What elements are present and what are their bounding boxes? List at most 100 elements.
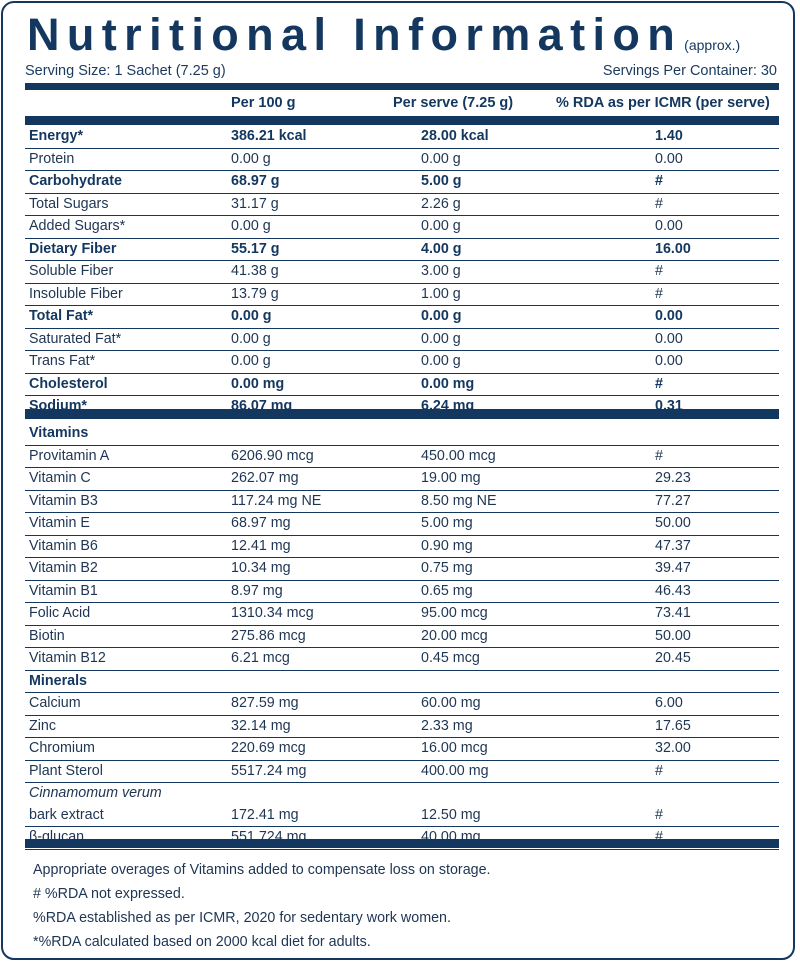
- value-per-serve: 0.00 g: [421, 308, 462, 324]
- value-per-100g: 0.00 mg: [231, 375, 285, 392]
- value-rda: 46.43: [655, 582, 691, 599]
- value-per-100g: 0.00 g: [231, 218, 271, 234]
- table-row: Calcium 827.59 mg 60.00 mg 6.00: [25, 693, 779, 716]
- footnote-overages: Appropriate overages of Vitamins added t…: [33, 862, 491, 878]
- footnotes: Appropriate overages of Vitamins added t…: [33, 858, 773, 954]
- divider-thick-top: [25, 83, 779, 90]
- value-rda: 0.00: [655, 308, 683, 324]
- nutrient-name: Zinc: [29, 717, 57, 734]
- value-rda: 0.00: [655, 218, 683, 234]
- value-rda: 16.00: [655, 240, 691, 257]
- footnote-rda-not-expressed: # %RDA not expressed.: [33, 886, 185, 902]
- value-per-serve: 1.00 g: [421, 285, 461, 302]
- value-per-100g: 6206.90 mcg: [231, 447, 314, 464]
- value-per-100g: 6.21 mcg: [231, 650, 290, 666]
- column-header-per-serve: Per serve (7.25 g): [393, 95, 514, 111]
- table-row: Trans Fat* 0.00 g 0.00 g 0.00: [25, 351, 779, 374]
- value-rda: #: [655, 263, 663, 279]
- value-per-serve: 0.00 mg: [421, 375, 475, 392]
- table-row: Cholesterol 0.00 mg 0.00 mg #: [25, 374, 779, 396]
- nutrient-name: Plant Sterol: [29, 762, 103, 779]
- table-row: Cinnamomum verum: [25, 783, 779, 805]
- table-row: Vitamin B6 12.41 mg 0.90 mg 47.37: [25, 536, 779, 558]
- table-row: Energy* 386.21 kcal 28.00 kcal 1.40: [25, 126, 779, 149]
- footnote-icmr: %RDA established as per ICMR, 2020 for s…: [33, 910, 451, 926]
- value-per-serve: 450.00 mcg: [421, 447, 496, 464]
- nutrient-name: Saturated Fat*: [29, 330, 122, 347]
- value-rda: #: [655, 447, 663, 464]
- nutrient-name: Calcium: [29, 695, 81, 711]
- value-per-serve: 16.00 mcg: [421, 740, 488, 756]
- value-rda: 47.37: [655, 537, 691, 554]
- nutrient-name: Biotin: [29, 627, 65, 644]
- table-row: Vitamin B2 10.34 mg 0.75 mg 39.47: [25, 558, 779, 581]
- value-per-serve: 0.00 g: [421, 150, 461, 167]
- value-per-serve: 95.00 mcg: [421, 605, 488, 621]
- servings-per-container: Servings Per Container: 30: [602, 63, 777, 79]
- column-headers: Per 100 g Per serve (7.25 g) % RDA as pe…: [25, 95, 779, 117]
- table-row: Dietary Fiber 55.17 g 4.00 g 16.00: [25, 239, 779, 261]
- nutrient-name: Dietary Fiber: [29, 240, 117, 257]
- nutrient-name: Folic Acid: [29, 605, 91, 621]
- title-row: Nutritional Information (approx.): [27, 9, 787, 61]
- divider-thick-middle: [25, 409, 779, 419]
- table-row: Biotin 275.86 mcg 20.00 mcg 50.00: [25, 626, 779, 648]
- value-per-serve: 20.00 mcg: [421, 627, 488, 644]
- table-row: Zinc 32.14 mg 2.33 mg 17.65: [25, 716, 779, 738]
- nutrient-name: Trans Fat*: [29, 353, 96, 369]
- nutrient-name: Vitamin B12: [29, 650, 106, 666]
- micronutrients-table: Vitamins Provitamin A 6206.90 mcg 450.00 mc…: [25, 423, 779, 850]
- value-per-100g: 13.79 g: [231, 285, 279, 302]
- nutrient-name: Protein: [29, 150, 75, 167]
- value-rda: 50.00: [655, 627, 691, 644]
- nutrient-name: Total Fat*: [29, 308, 94, 324]
- value-rda: 50.00: [655, 515, 691, 531]
- table-row: Folic Acid 1310.34 mcg 95.00 mcg 73.41: [25, 603, 779, 626]
- value-per-serve: 3.00 g: [421, 263, 461, 279]
- divider-thick-header: [25, 116, 779, 125]
- value-per-serve: 400.00 mg: [421, 762, 489, 779]
- nutrient-name: Vitamin B6: [29, 537, 98, 554]
- value-per-serve: 60.00 mg: [421, 695, 481, 711]
- table-row: Vitamin B12 6.21 mcg 0.45 mcg 20.45: [25, 648, 779, 671]
- nutrient-name: Vitamin C: [29, 470, 91, 486]
- value-rda: 73.41: [655, 605, 691, 621]
- table-row: bark extract 172.41 mg 12.50 mg #: [25, 805, 779, 827]
- nutrient-name: Provitamin A: [29, 447, 110, 464]
- value-rda: #: [655, 829, 663, 845]
- value-rda: 6.00: [655, 695, 683, 711]
- value-rda: 17.65: [655, 717, 691, 734]
- value-rda: 0.00: [655, 330, 683, 347]
- value-per-serve: 19.00 mg: [421, 470, 481, 486]
- value-per-100g: 5517.24 mg: [231, 762, 307, 779]
- nutrient-name: Vitamin E: [29, 515, 90, 531]
- value-rda: 77.27: [655, 492, 691, 509]
- value-per-serve: 5.00 mg: [421, 515, 473, 531]
- value-rda: 29.23: [655, 470, 691, 486]
- nutrient-name: Vitamin B3: [29, 492, 98, 509]
- value-per-100g: 117.24 mg NE: [231, 492, 322, 509]
- value-rda: 0.00: [655, 353, 683, 369]
- table-row: Vitamin B1 8.97 mg 0.65 mg 46.43: [25, 581, 779, 603]
- nutrient-name: bark extract: [29, 806, 104, 823]
- nutrient-name: Minerals: [29, 672, 88, 689]
- table-row: Vitamin C 262.07 mg 19.00 mg 29.23: [25, 468, 779, 491]
- serving-size: Serving Size: 1 Sachet (7.25 g): [25, 63, 226, 79]
- table-row: Saturated Fat* 0.00 g 0.00 g 0.00: [25, 329, 779, 351]
- divider-thick-bottom: [25, 839, 779, 848]
- value-rda: #: [655, 806, 663, 823]
- value-rda: 1.40: [655, 128, 683, 144]
- footnote-kcal-basis: *%RDA calculated based on 2000 kcal diet…: [33, 934, 371, 950]
- table-row: Vitamin E 68.97 mg 5.00 mg 50.00: [25, 513, 779, 536]
- nutrient-name: Soluble Fiber: [29, 263, 114, 279]
- value-per-serve: 0.65 mg: [421, 582, 473, 599]
- nutrient-name: Carbohydrate: [29, 173, 122, 189]
- value-per-100g: 220.69 mcg: [231, 740, 306, 756]
- value-per-100g: 10.34 mg: [231, 560, 291, 576]
- value-per-100g: 1310.34 mcg: [231, 605, 314, 621]
- value-per-serve: 0.00 g: [421, 353, 461, 369]
- value-per-100g: 0.00 g: [231, 308, 272, 324]
- value-per-100g: 68.97 g: [231, 173, 280, 189]
- column-header-per-100g: Per 100 g: [231, 95, 296, 111]
- nutrient-name: Chromium: [29, 740, 95, 756]
